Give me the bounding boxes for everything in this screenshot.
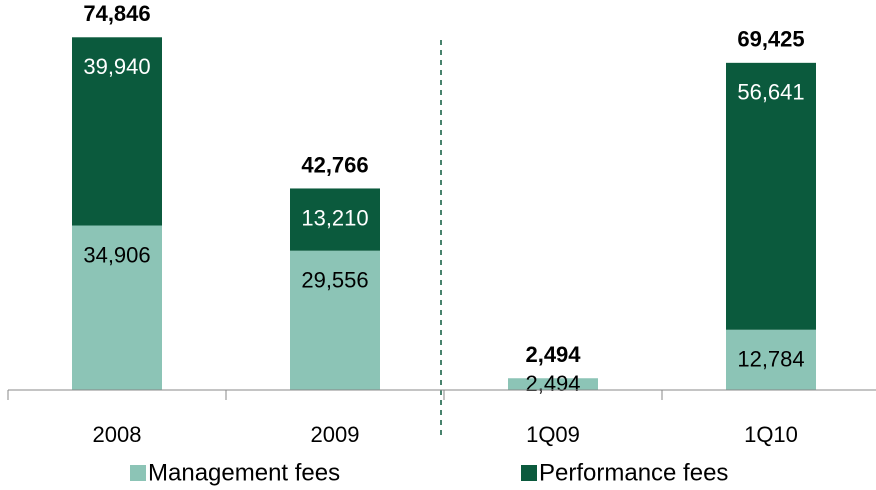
legend-label: Performance fees [539, 459, 728, 486]
legend-label: Management fees [148, 459, 340, 486]
x-tick-label: 1Q10 [744, 422, 798, 447]
data-label: 2,494 [525, 371, 580, 396]
data-label: 13,210 [301, 205, 368, 230]
data-label: 34,906 [83, 242, 150, 267]
total-label: 74,846 [83, 1, 150, 26]
data-label: 56,641 [737, 80, 804, 105]
bar-segment [726, 62, 816, 330]
legend-swatch [521, 465, 537, 481]
bar-segment [290, 250, 380, 390]
bar-segment [726, 329, 816, 390]
x-tick-label: 2009 [311, 422, 360, 447]
data-label: 29,556 [301, 268, 368, 293]
total-label: 2,494 [525, 342, 581, 367]
bar-segment [508, 378, 598, 390]
bar-segment [290, 188, 380, 251]
legend-swatch [130, 465, 146, 481]
x-tick-label: 1Q09 [526, 422, 580, 447]
total-label: 69,425 [737, 27, 804, 52]
bar-segment [72, 37, 162, 226]
total-label: 42,766 [301, 152, 368, 177]
bar-segment [72, 225, 162, 390]
data-label: 12,784 [737, 347, 804, 372]
x-tick-label: 2008 [93, 422, 142, 447]
data-label: 39,940 [83, 54, 150, 79]
